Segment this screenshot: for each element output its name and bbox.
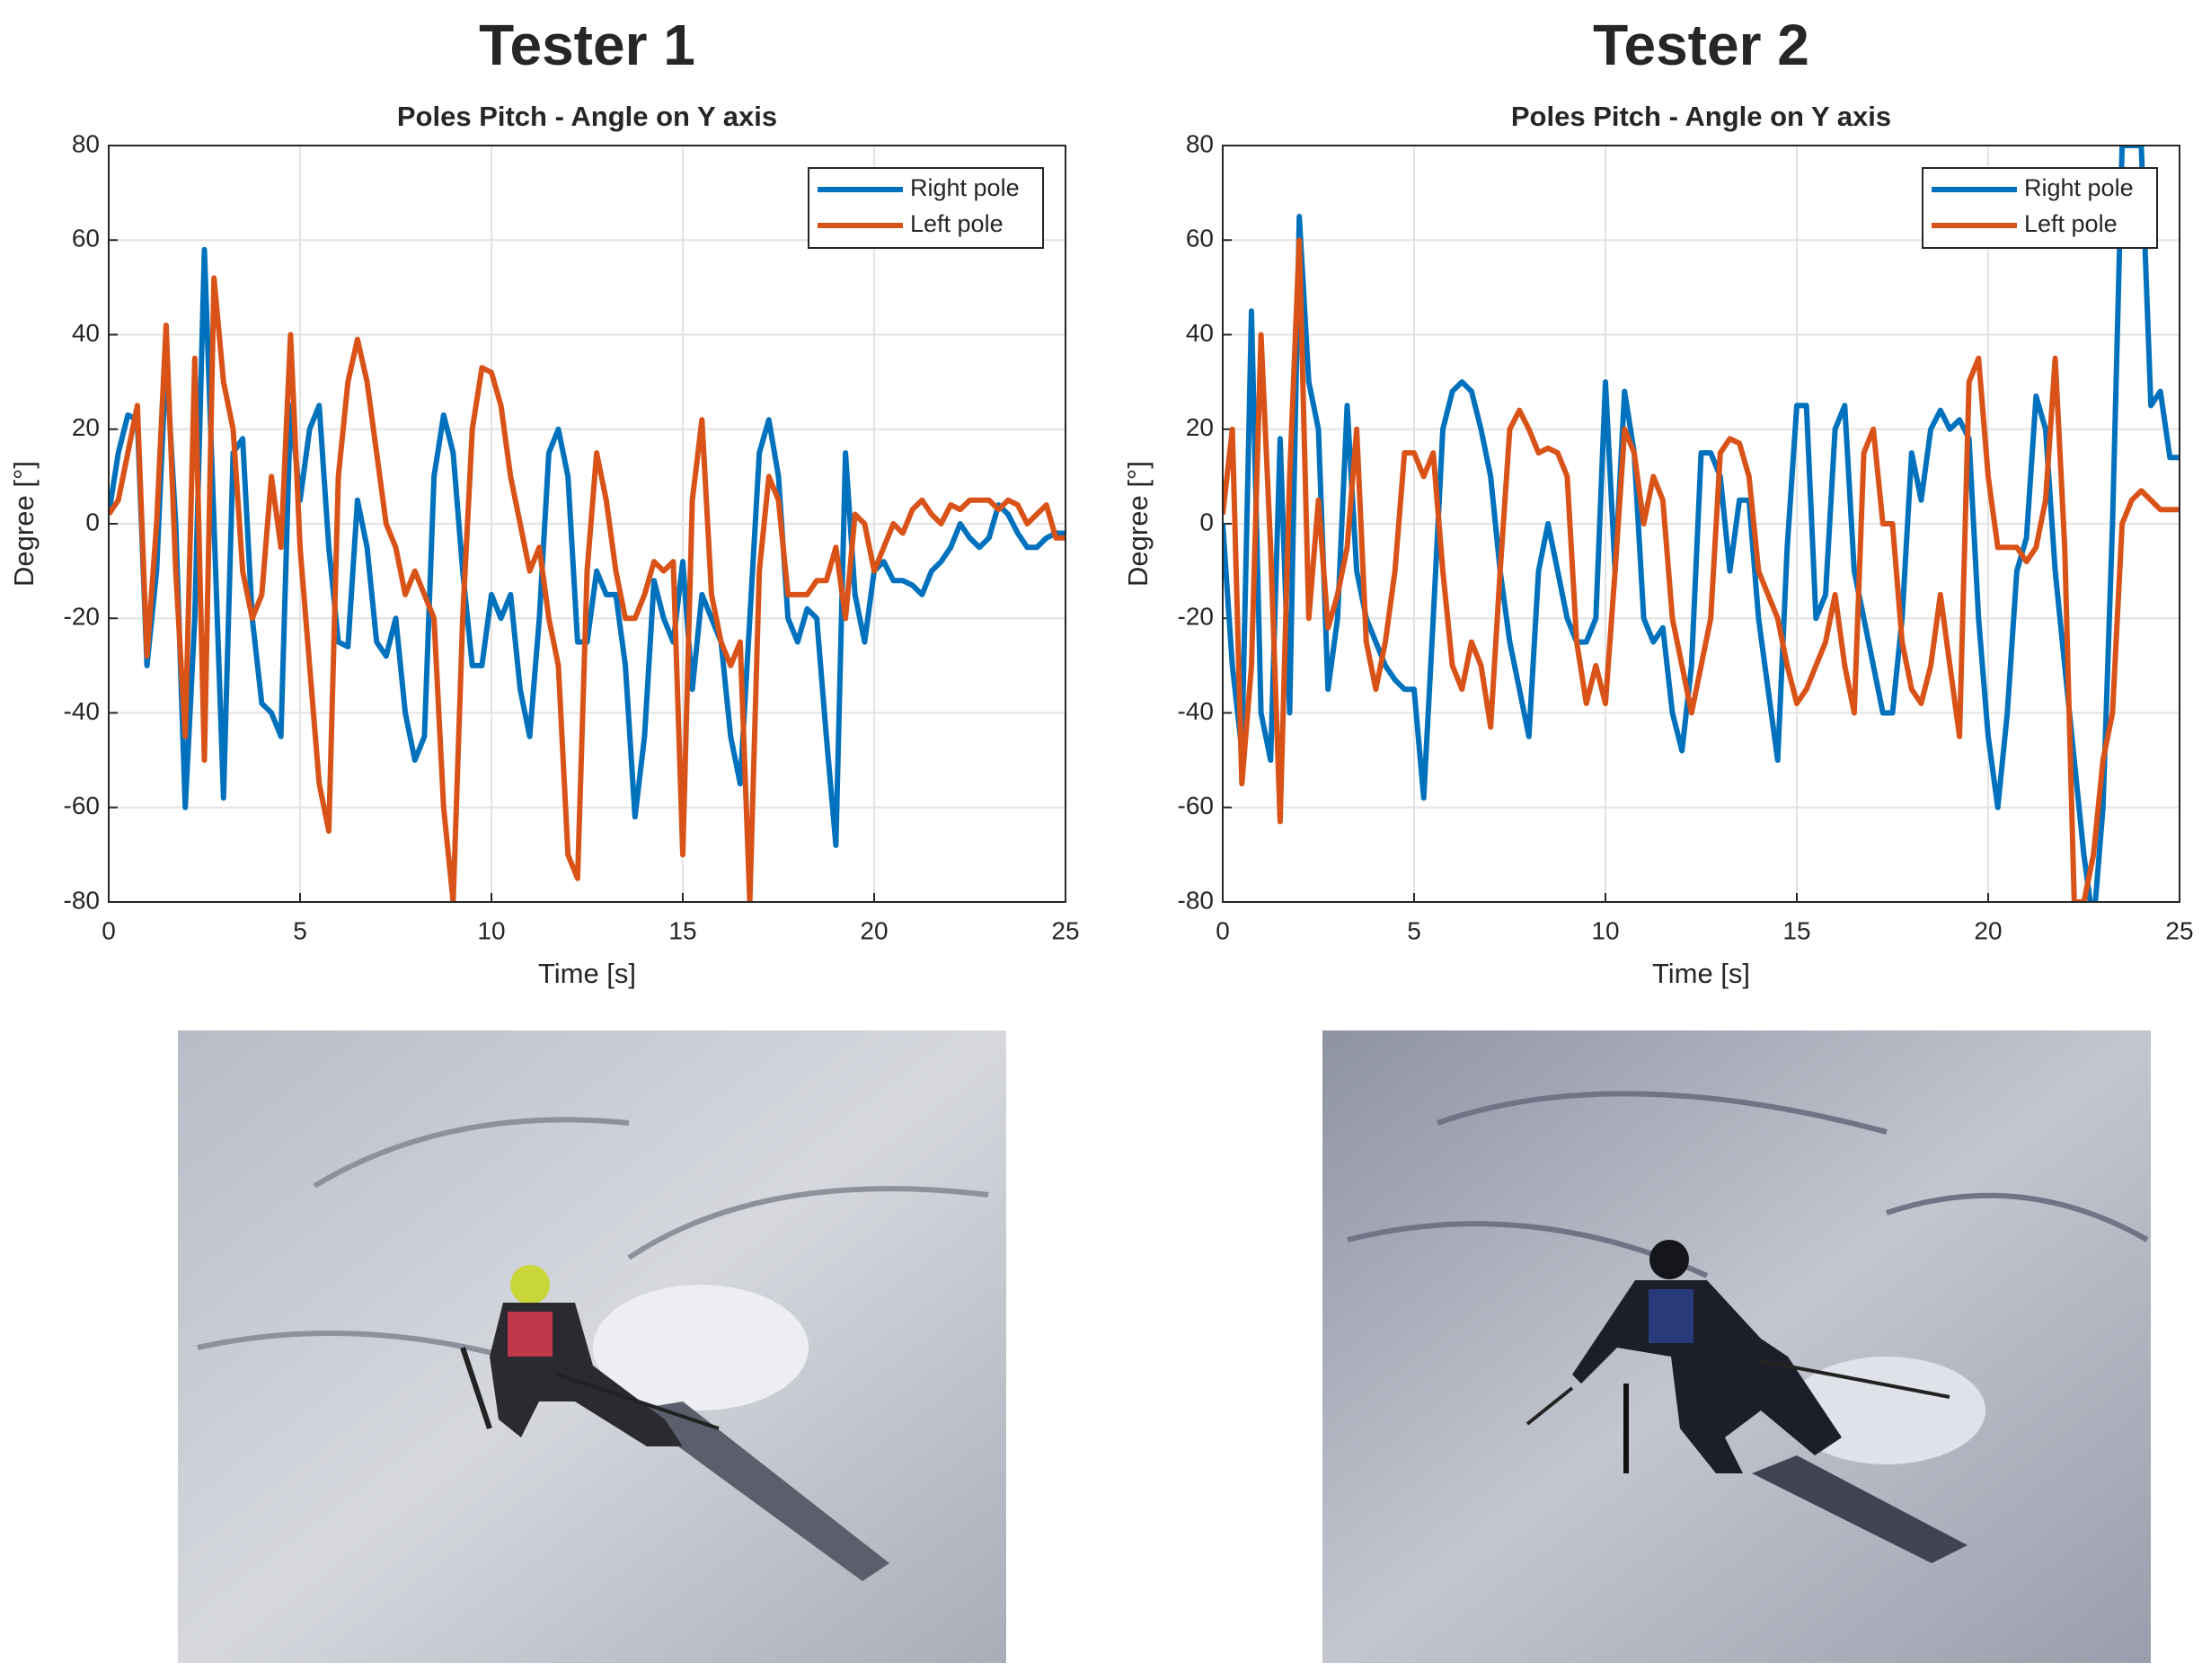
x-axis-label: Time [s] <box>1652 958 1750 989</box>
x-tick-label: 25 <box>1051 916 1079 944</box>
y-tick-label: -40 <box>64 697 100 725</box>
y-tick-label: 80 <box>72 129 100 157</box>
chart: Tester 2 Poles Pitch - Angle on Y axis -80… <box>1122 13 2193 989</box>
x-tick-label: 20 <box>860 916 888 944</box>
y-tick-label: -80 <box>64 886 100 914</box>
chart-title: Tester 1 <box>479 13 695 77</box>
x-tick-label: 25 <box>2165 916 2193 944</box>
y-tick-label: -80 <box>1178 886 1214 914</box>
y-tick-label: 80 <box>1186 129 1214 157</box>
y-tick-label: 20 <box>72 413 100 441</box>
series-line <box>109 275 1066 902</box>
chart: Tester 1 Poles Pitch - Angle on Y axis -80… <box>8 13 1079 989</box>
legend-label: Right pole <box>910 174 1020 201</box>
y-tick-label: -20 <box>1178 603 1214 631</box>
legend-box <box>1922 167 2158 249</box>
legend-label: Right pole <box>2024 174 2134 201</box>
plot-frame <box>108 145 1066 903</box>
y-tick-label: 20 <box>1186 413 1214 441</box>
chart-subtitle: Poles Pitch - Angle on Y axis <box>1511 101 1891 132</box>
x-tick-label: 0 <box>1216 916 1230 944</box>
y-tick-label: 40 <box>72 319 100 347</box>
x-tick-label: 15 <box>668 916 696 944</box>
x-tick-label: 5 <box>1407 916 1421 944</box>
y-tick-label: -60 <box>1178 791 1214 819</box>
x-axis-label: Time [s] <box>538 958 636 989</box>
y-axis-label: Degree [°] <box>1122 461 1154 587</box>
legend-box <box>808 167 1044 249</box>
x-tick-label: 10 <box>477 916 505 944</box>
y-tick-label: 60 <box>1186 225 1214 252</box>
plot-frame <box>1222 145 2180 903</box>
x-tick-label: 15 <box>1782 916 1810 944</box>
x-tick-label: 0 <box>102 916 116 944</box>
y-tick-label: -40 <box>1178 697 1214 725</box>
y-tick-label: -60 <box>64 791 100 819</box>
photo-tester-1 <box>178 1030 1006 1663</box>
photo-tester-2 <box>1322 1030 2151 1663</box>
legend-label: Left pole <box>910 210 1004 237</box>
series-line <box>1223 237 2180 902</box>
x-tick-label: 20 <box>1974 916 2002 944</box>
x-tick-label: 10 <box>1591 916 1619 944</box>
y-tick-label: 60 <box>72 225 100 252</box>
y-axis-label: Degree [°] <box>8 461 40 587</box>
y-tick-label: 0 <box>85 508 100 535</box>
legend-label: Left pole <box>2024 210 2118 237</box>
y-tick-label: -20 <box>64 603 100 631</box>
chart-subtitle: Poles Pitch - Angle on Y axis <box>397 101 777 132</box>
x-tick-label: 5 <box>293 916 307 944</box>
legend: Right pole Left pole <box>1922 167 2158 249</box>
legend: Right pole Left pole <box>808 167 1044 249</box>
y-tick-label: 40 <box>1186 319 1214 347</box>
chart-title: Tester 2 <box>1593 13 1809 77</box>
y-tick-label: 0 <box>1199 508 1214 535</box>
